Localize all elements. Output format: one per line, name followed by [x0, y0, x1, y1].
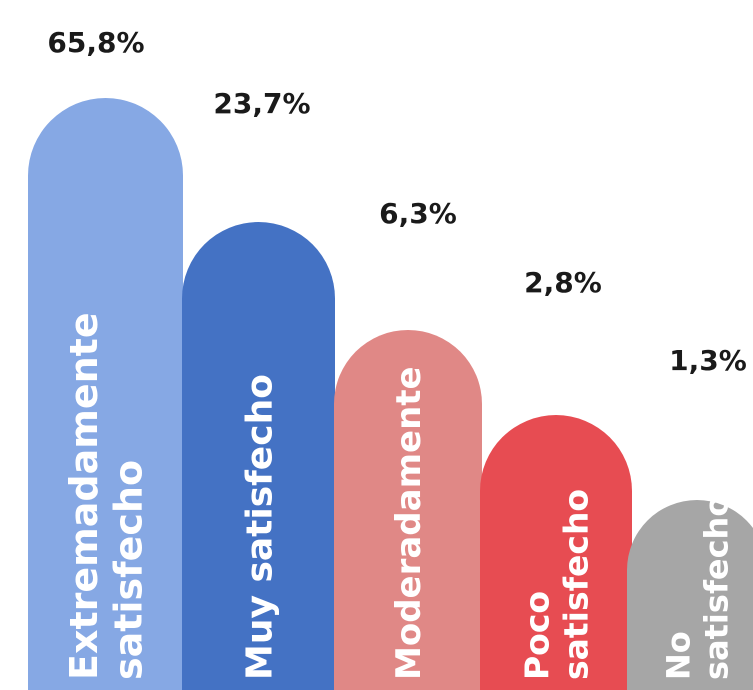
category-labels-group: Extremadamentesatisfecho Muy satisfecho Mo…: [62, 312, 736, 680]
value-labels-group: 65,8% 23,7% 6,3% 2,8% 1,3%: [47, 26, 746, 377]
value-label-1: 65,8%: [47, 26, 144, 59]
bar-4: [480, 415, 632, 690]
category-label-1: Extremadamentesatisfecho: [62, 312, 151, 680]
bar-2: [182, 222, 335, 690]
bars-group: [28, 98, 753, 690]
value-label-3: 6,3%: [379, 197, 457, 230]
category-label-2: Muy satisfecho: [240, 374, 281, 680]
category-label-5: Nosatisfecho: [660, 495, 736, 680]
bar-1: [28, 98, 183, 690]
category-label-3: Moderadamente: [389, 366, 429, 680]
category-label-4: Pocosatisfecho: [517, 489, 595, 680]
bar-5: [627, 500, 753, 690]
value-label-4: 2,8%: [524, 266, 602, 299]
value-label-5: 1,3%: [669, 344, 747, 377]
value-label-2: 23,7%: [213, 87, 310, 120]
bar-3: [334, 330, 482, 690]
